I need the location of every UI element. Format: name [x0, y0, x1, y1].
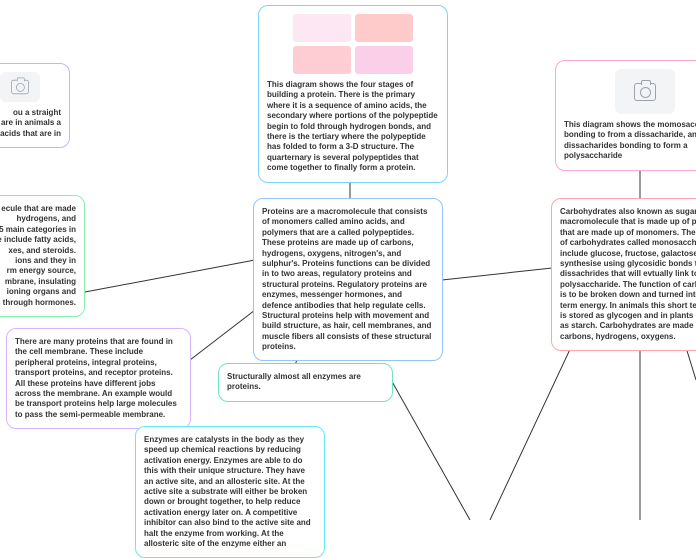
camera-icon: [634, 83, 656, 101]
node-text: ecule that are made hydrogens, and 5 mai…: [0, 204, 76, 308]
node-text: Enzymes are catalysts in the body as the…: [144, 435, 316, 549]
node-text: Structurally almost all enzymes are prot…: [227, 372, 384, 393]
node-text: There are many proteins that are found i…: [15, 337, 182, 420]
node-text: ou a straight at are in animals a r acid…: [0, 108, 61, 139]
camera-icon: [11, 80, 29, 94]
node-enzymes-long[interactable]: Enzymes are catalysts in the body as the…: [135, 426, 325, 558]
image-placeholder: [0, 72, 40, 102]
node-amino-fragment[interactable]: ou a straight at are in animals a r acid…: [0, 63, 70, 148]
image-placeholder: [615, 69, 675, 114]
node-text: Proteins are a macromolecule that consis…: [262, 207, 434, 352]
node-membrane[interactable]: There are many proteins that are found i…: [6, 328, 191, 429]
node-proteins-main[interactable]: Proteins are a macromolecule that consis…: [253, 198, 443, 361]
node-monosacc-diagram[interactable]: This diagram shows the momosaccharide bo…: [555, 60, 696, 171]
protein-stages-img: [293, 14, 413, 74]
node-text: Carbohydrates also known as sugars are a…: [560, 207, 696, 342]
node-lipid-fragment[interactable]: ecule that are made hydrogens, and 5 mai…: [0, 195, 85, 317]
node-protein-diagram[interactable]: This diagram shows the four stages of bu…: [258, 5, 448, 183]
node-text: This diagram shows the momosaccharide bo…: [564, 120, 696, 162]
node-text: This diagram shows the four stages of bu…: [267, 80, 439, 174]
node-carbs[interactable]: Carbohydrates also known as sugars are a…: [551, 198, 696, 351]
node-enzymes-short[interactable]: Structurally almost all enzymes are prot…: [218, 363, 393, 402]
